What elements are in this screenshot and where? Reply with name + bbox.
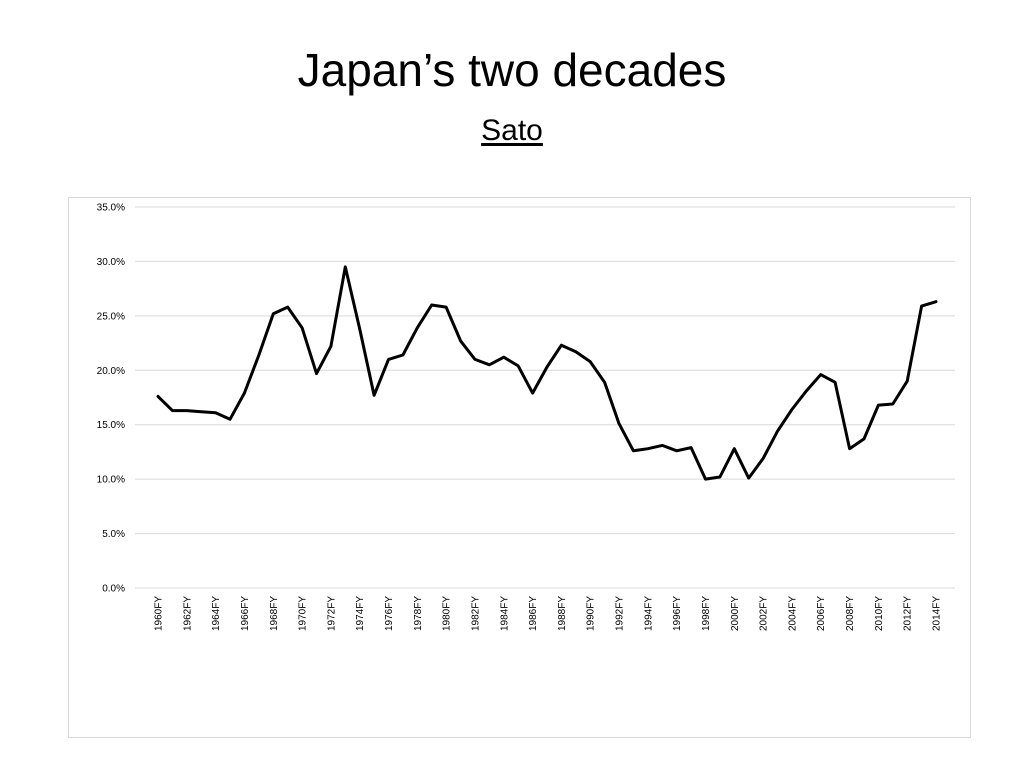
x-tick-label: 1980FY <box>442 596 453 631</box>
x-tick-label: 1994FY <box>643 596 654 631</box>
y-tick-label: 5.0% <box>102 529 125 540</box>
slide-title: Japan’s two decades <box>297 44 727 96</box>
series-line <box>156 265 938 481</box>
x-tick-label: 2002FY <box>759 596 770 631</box>
x-tick-label: 1962FY <box>182 596 193 631</box>
x-tick-label: 1966FY <box>240 596 251 631</box>
y-tick-label: 0.0% <box>102 584 125 595</box>
x-tick-label: 1976FY <box>384 596 395 631</box>
y-tick-label: 15.0% <box>97 420 125 431</box>
x-tick-label: 2014FY <box>932 596 943 631</box>
x-tick-label: 1974FY <box>355 596 366 631</box>
x-tick-label: 1988FY <box>557 596 568 631</box>
x-tick-label: 2010FY <box>874 596 885 631</box>
x-tick-label: 1990FY <box>586 596 597 631</box>
x-tick-label: 2006FY <box>816 596 827 631</box>
slide-subtitle: Sato <box>0 112 1024 150</box>
x-tick-label: 1964FY <box>211 596 222 631</box>
subtitle-text: Sato <box>481 114 543 147</box>
y-axis-ticks: 0.0% 5.0% 10.0% 15.0% 20.0% 25.0% 30.0% 35.0% <box>97 203 125 595</box>
x-tick-label: 2008FY <box>845 596 856 631</box>
x-tick-label: 1960FY <box>154 596 165 631</box>
x-tick-label: 1992FY <box>615 596 626 631</box>
chart-frame <box>68 197 971 738</box>
series-layer <box>156 265 938 481</box>
x-axis-ticks: 1960FY 1962FY 1964FY 1966FY 1968FY 1970FY 1972… <box>154 596 943 631</box>
x-tick-label: 1970FY <box>298 596 309 631</box>
x-tick-label: 1972FY <box>326 596 337 631</box>
x-tick-label: 1998FY <box>701 596 712 631</box>
x-tick-label: 2000FY <box>730 596 741 631</box>
y-tick-label: 30.0% <box>97 257 125 268</box>
x-tick-label: 1982FY <box>470 596 481 631</box>
y-tick-label: 20.0% <box>97 366 125 377</box>
y-tick-label: 35.0% <box>97 203 125 214</box>
y-tick-label: 10.0% <box>97 475 125 486</box>
x-tick-label: 1996FY <box>672 596 683 631</box>
x-tick-label: 1978FY <box>413 596 424 631</box>
x-tick-label: 2004FY <box>787 596 798 631</box>
x-tick-label: 2012FY <box>903 596 914 631</box>
y-tick-label: 25.0% <box>97 311 125 322</box>
x-tick-label: 1984FY <box>499 596 510 631</box>
x-tick-label: 1968FY <box>269 596 280 631</box>
gridlines <box>135 206 955 589</box>
x-tick-label: 1986FY <box>528 596 539 631</box>
